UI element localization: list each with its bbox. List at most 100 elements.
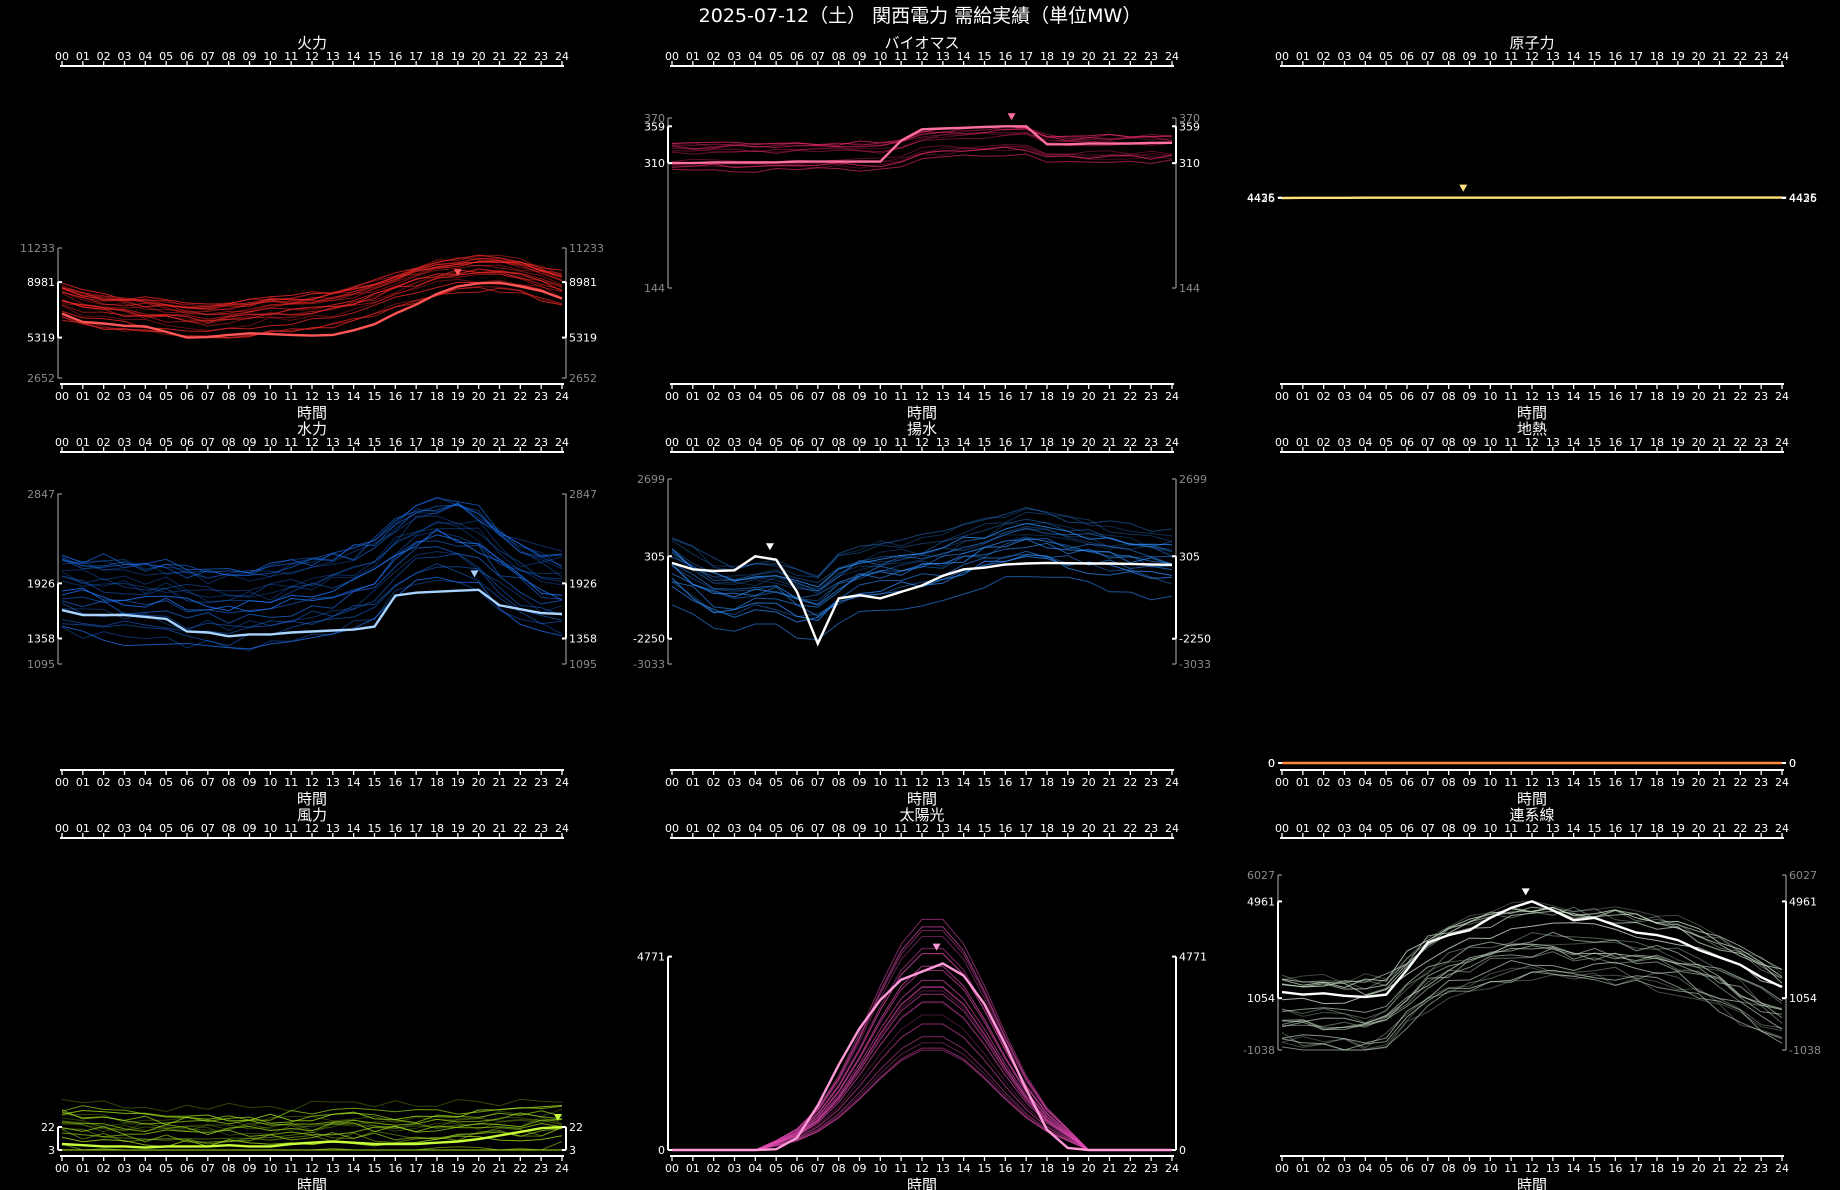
hour-tick-label: 22 — [1123, 390, 1137, 403]
hour-tick-label: 12 — [305, 50, 319, 63]
hour-tick-label: 07 — [201, 822, 215, 835]
hour-tick-label: 16 — [388, 822, 402, 835]
hour-tick-label: 19 — [1061, 776, 1075, 789]
nuclear-inner-range-label: 4435 — [1789, 192, 1817, 205]
hour-tick-label: 06 — [180, 776, 194, 789]
hour-tick-label: 04 — [1358, 822, 1372, 835]
hour-tick-label: 05 — [159, 436, 173, 449]
hour-tick-label: 20 — [1692, 776, 1706, 789]
hour-tick-label: 12 — [915, 436, 929, 449]
hour-tick-label: 14 — [957, 822, 971, 835]
hour-tick-label: 10 — [263, 390, 277, 403]
wind-history-line — [61, 1117, 563, 1131]
hour-tick-label: 07 — [1421, 50, 1435, 63]
interconnect-history-line — [1281, 910, 1783, 996]
hour-tick-label: 07 — [811, 390, 825, 403]
biomass-history-line — [671, 145, 1173, 166]
hour-tick-label: 18 — [430, 50, 444, 63]
hour-tick-label: 16 — [388, 436, 402, 449]
hour-tick-label: 12 — [1525, 390, 1539, 403]
hour-tick-label: 09 — [243, 50, 257, 63]
hydro-outer-range-label: 1095 — [569, 658, 597, 671]
hour-tick-label: 02 — [1317, 776, 1331, 789]
hour-tick-label: 08 — [832, 50, 846, 63]
thermal-inner-range-label: 5319 — [569, 332, 597, 345]
hour-tick-label: 23 — [534, 822, 548, 835]
hour-tick-label: 06 — [790, 776, 804, 789]
hour-tick-label: 14 — [1567, 50, 1581, 63]
hour-tick-label: 01 — [76, 822, 90, 835]
hour-tick-label: 02 — [97, 50, 111, 63]
hour-tick-label: 09 — [853, 1162, 867, 1175]
wind-peak-marker — [553, 1114, 562, 1122]
solar-history-line — [672, 979, 1172, 1151]
hour-tick-label: 05 — [159, 776, 173, 789]
hour-tick-label: 01 — [1296, 436, 1310, 449]
hour-tick-label: 13 — [1546, 50, 1560, 63]
hydro-history-line — [61, 503, 563, 585]
thermal-history-line — [61, 285, 563, 337]
hour-tick-label: 02 — [97, 390, 111, 403]
biomass-history-line — [671, 153, 1173, 173]
hour-tick-label: 01 — [686, 436, 700, 449]
pumped-history-line — [671, 536, 1173, 602]
hour-tick-label: 12 — [1525, 1162, 1539, 1175]
thermal-inner-range-label: 8981 — [27, 276, 55, 289]
hour-tick-label: 01 — [686, 390, 700, 403]
hour-tick-label: 00 — [1275, 822, 1289, 835]
hour-tick-label: 18 — [1040, 822, 1054, 835]
hour-tick-label: 11 — [284, 822, 298, 835]
hour-tick-label: 14 — [1567, 436, 1581, 449]
hour-tick-label: 15 — [1588, 776, 1602, 789]
hour-tick-label: 05 — [769, 822, 783, 835]
pumped-xlabel: 時間 — [907, 790, 937, 808]
hour-tick-label: 17 — [1629, 776, 1643, 789]
hour-tick-label: 04 — [1358, 776, 1372, 789]
panel-biomass: バイオマス 00 01 02 03 04 05 06 07 08 09 10 11 12 13 14 15 16 1… — [644, 34, 1200, 422]
hour-tick-label: 03 — [118, 50, 132, 63]
hour-tick-label: 03 — [118, 436, 132, 449]
hour-tick-label: 19 — [1061, 1162, 1075, 1175]
thermal-history-line — [61, 254, 563, 305]
hour-tick-label: 18 — [1040, 436, 1054, 449]
hour-tick-label: 06 — [180, 1162, 194, 1175]
hydro-inner-range-label: 1358 — [27, 632, 55, 645]
hour-tick-label: 05 — [769, 390, 783, 403]
hour-tick-label: 09 — [1463, 776, 1477, 789]
interconnect-history-line — [1281, 906, 1783, 989]
hour-tick-label: 16 — [998, 776, 1012, 789]
hour-tick-label: 10 — [873, 50, 887, 63]
hour-tick-label: 15 — [368, 1162, 382, 1175]
pumped-history-line — [671, 528, 1173, 592]
hour-tick-label: 15 — [978, 1162, 992, 1175]
hour-tick-label: 21 — [1713, 1162, 1727, 1175]
pumped-history-line — [671, 522, 1173, 588]
hour-tick-label: 12 — [915, 390, 929, 403]
hour-tick-label: 12 — [1525, 822, 1539, 835]
hour-tick-label: 16 — [998, 822, 1012, 835]
hour-tick-label: 19 — [451, 50, 465, 63]
interconnect-history-line — [1281, 967, 1783, 1050]
hour-tick-label: 08 — [832, 822, 846, 835]
pumped-history-line — [671, 538, 1173, 606]
solar-inner-range-label: 0 — [658, 1144, 665, 1157]
hour-tick-label: 03 — [728, 390, 742, 403]
hour-tick-label: 21 — [1103, 822, 1117, 835]
solar-inner-range-label: 0 — [1179, 1144, 1186, 1157]
hour-tick-label: 14 — [1567, 1162, 1581, 1175]
hour-tick-label: 19 — [1671, 1162, 1685, 1175]
hour-tick-label: 19 — [1061, 50, 1075, 63]
biomass-series-line — [672, 125, 1172, 165]
hour-tick-label: 08 — [1442, 822, 1456, 835]
hour-tick-label: 24 — [555, 436, 569, 449]
hour-tick-label: 13 — [326, 390, 340, 403]
biomass-outer-range-label: 370 — [1179, 112, 1200, 125]
hour-tick-label: 24 — [555, 776, 569, 789]
thermal-history-line — [61, 254, 563, 307]
interconnect-outer-range-label: -1038 — [1243, 1044, 1275, 1057]
hour-tick-label: 23 — [1144, 776, 1158, 789]
hour-tick-label: 11 — [1504, 776, 1518, 789]
hour-tick-label: 10 — [873, 822, 887, 835]
wind-history-line — [61, 1119, 563, 1136]
